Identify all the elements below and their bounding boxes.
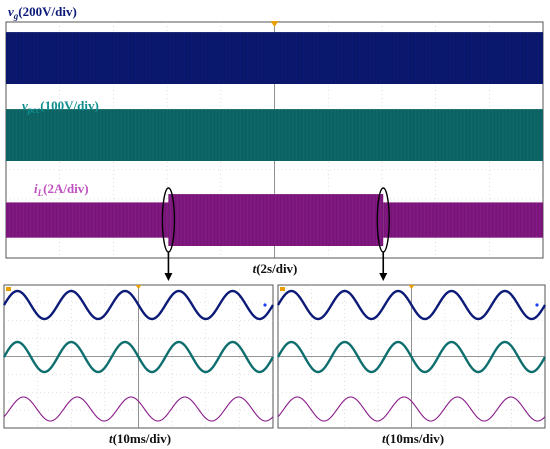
envelope-hatch-L-0 [5, 202, 169, 238]
zoom-right-channel-marker [280, 287, 285, 291]
zoom-arrow-head-0 [164, 273, 173, 281]
zoom-right-wave-iL [277, 396, 546, 422]
envelope-hatch-L-1 [168, 194, 383, 246]
zoom-right-cursor-dot [535, 303, 539, 307]
zoom-left-wave-iL [3, 396, 274, 422]
envelope-band-L-0 [6, 202, 169, 238]
zoom-arrow-head-1 [379, 273, 388, 281]
main-series-g [5, 31, 543, 84]
zoom-left-wave-vpcc [2, 340, 275, 374]
main-series-L [5, 193, 544, 246]
x-axis-label-zoom-left: t(10ms/div) [109, 431, 171, 446]
zoom-left-cursor-dot [263, 303, 267, 307]
zoom-panel-left [2, 284, 275, 429]
zoom-left-trigger-marker [135, 285, 142, 289]
main-series-pcc [5, 108, 543, 161]
envelope-band-L-2 [383, 202, 543, 238]
annotation-overlay [161, 187, 390, 281]
zoom-right-wave-vpcc [276, 340, 547, 374]
envelope-hatch-pcc-0 [5, 109, 543, 161]
series-label-vg: vg(200V/div) [8, 4, 77, 21]
envelope-band-L-1 [168, 194, 384, 246]
zoom-left-wave-vg [2, 289, 275, 321]
series-label-vpcc: vpcc(100V/div) [22, 98, 99, 115]
zoom-right-wave-vg [276, 289, 547, 321]
x-axis-label-main: t(2s/div) [253, 261, 298, 276]
envelope-hatch-L-2 [382, 202, 544, 238]
trigger-marker [270, 21, 279, 27]
zoom-panel-right [276, 284, 547, 429]
zoom-right-trigger-marker [408, 285, 415, 289]
envelope-band-g-0 [6, 32, 543, 84]
envelope-band-pcc-0 [6, 109, 543, 161]
series-label-il: iL(2A/div) [34, 181, 89, 198]
zoom-left-channel-marker [6, 287, 11, 291]
x-axis-label-zoom-right: t(10ms/div) [382, 431, 444, 446]
main-oscilloscope-panel [5, 21, 544, 259]
envelope-hatch-g-0 [5, 32, 543, 84]
